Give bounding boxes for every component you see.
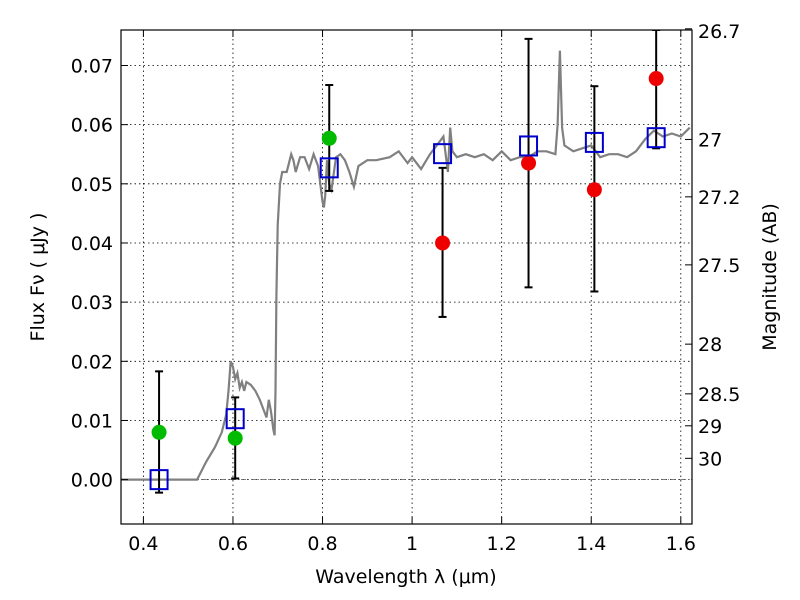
- model-flux-boxes: [149, 127, 666, 491]
- model-flux-box: [225, 408, 245, 430]
- x-tick-label: 0.8: [307, 533, 337, 555]
- magnitude-tick-label: 28: [698, 334, 722, 356]
- magnitude-tick-label: 27.5: [698, 255, 740, 277]
- nir-points: [435, 71, 664, 251]
- magnitude-axis-title: Magnitude (AB): [759, 203, 781, 351]
- y-tick-label: 0.05: [71, 174, 113, 196]
- y-tick-label: 0.01: [71, 410, 113, 432]
- detection-point: [227, 430, 243, 446]
- magnitude-tick-label: 27.2: [698, 187, 740, 209]
- nir-point: [586, 182, 602, 198]
- y-tick-label: 0.00: [71, 470, 113, 492]
- detection-points: [151, 130, 337, 446]
- x-tick-label: 1.2: [487, 533, 517, 555]
- magnitude-axis-ticks: 26.7 27 27.2 27.5 28 28.5 29 30: [685, 21, 740, 470]
- model-flux-box: [319, 157, 339, 179]
- y-axis-title: Flux Fν ( μJy ): [27, 213, 49, 342]
- model-flux-box: [519, 135, 539, 157]
- x-axis-ticks: 0.4 0.6 0.8 1 1.2 1.4 1.6: [128, 30, 696, 555]
- nir-point: [435, 235, 451, 251]
- nir-point: [648, 71, 664, 87]
- x-tick-label: 0.4: [128, 533, 158, 555]
- detection-point: [151, 424, 167, 440]
- magnitude-tick-label: 27: [698, 129, 722, 151]
- magnitude-tick-label: 26.7: [698, 21, 740, 43]
- magnitude-tick-label: 29: [698, 416, 722, 438]
- x-tick-label: 0.6: [218, 533, 248, 555]
- y-axis-ticks: 0.00 0.01 0.02 0.03 0.04 0.05 0.06 0.07: [71, 55, 128, 492]
- detection-point: [321, 130, 337, 146]
- magnitude-tick-label: 30: [698, 448, 722, 470]
- model-flux-box: [646, 127, 666, 149]
- magnitude-tick-label: 28.5: [698, 384, 740, 406]
- y-tick-label: 0.04: [71, 233, 113, 255]
- x-tick-label: 1.6: [666, 533, 696, 555]
- model-flux-box: [149, 469, 169, 491]
- x-tick-label: 1: [406, 533, 418, 555]
- grid-lines: [121, 30, 692, 524]
- x-tick-label: 1.4: [576, 533, 606, 555]
- y-tick-label: 0.03: [71, 292, 113, 314]
- model-flux-box: [433, 143, 453, 165]
- y-tick-label: 0.07: [71, 55, 113, 77]
- y-tick-label: 0.06: [71, 115, 113, 137]
- plot-frame: [120, 29, 693, 525]
- model-flux-box: [584, 131, 604, 153]
- x-axis-title: Wavelength λ (μm): [315, 566, 496, 588]
- y-tick-label: 0.02: [71, 351, 113, 373]
- nir-point: [521, 155, 537, 171]
- template-spectrum-line: [121, 50, 691, 481]
